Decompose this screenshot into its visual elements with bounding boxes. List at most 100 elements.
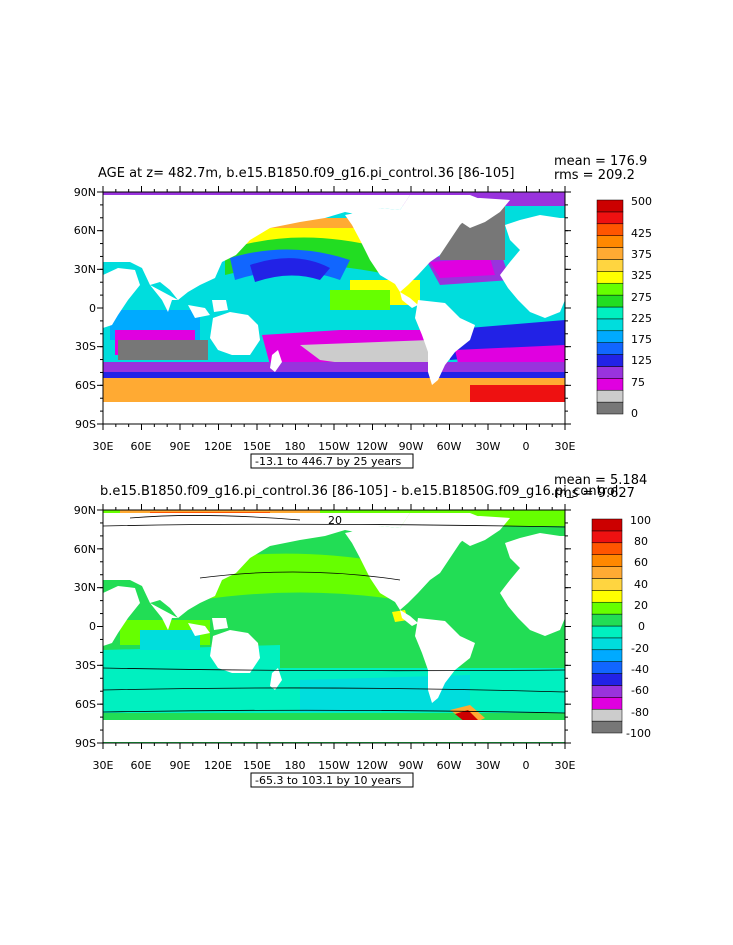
colorbar-segment bbox=[596, 259, 624, 272]
panel1-colorbar bbox=[596, 199, 624, 415]
panel2-title: b.e15.B1850.f09_g16.pi_control.36 [86-10… bbox=[100, 484, 618, 499]
colorbar-label: -60 bbox=[631, 684, 649, 697]
colorbar-segment bbox=[591, 613, 623, 627]
colorbar-segment bbox=[596, 389, 624, 403]
lat-label: 30N bbox=[74, 581, 96, 594]
contour-label: 20 bbox=[328, 514, 342, 527]
colorbar-segment bbox=[596, 211, 624, 225]
colorbar-label: 425 bbox=[631, 227, 652, 240]
panel1-title: AGE at z= 482.7m, b.e15.B1850.f09_g16.pi… bbox=[98, 166, 514, 181]
lat-label: 90N bbox=[74, 186, 96, 199]
lon-label: 60E bbox=[131, 440, 152, 453]
panel1-map-field bbox=[103, 192, 565, 424]
colorbar-label: 125 bbox=[631, 354, 652, 367]
lon-label: 120W bbox=[356, 759, 388, 772]
lat-label: 60S bbox=[75, 379, 96, 392]
lat-label: 60S bbox=[75, 698, 96, 711]
colorbar-segment bbox=[591, 625, 623, 639]
colorbar-label: 20 bbox=[634, 599, 648, 612]
colorbar-segment bbox=[596, 294, 624, 308]
panel2-rms: rms = 9.627 bbox=[554, 486, 635, 501]
lon-label: 150E bbox=[243, 759, 271, 772]
colorbar-segment bbox=[596, 235, 624, 248]
panel2-colorbar-labels: -100 -80 -60 -40 -20 0 20 40 60 80 100 bbox=[626, 514, 651, 740]
colorbar-segment bbox=[591, 697, 623, 710]
colorbar-segment bbox=[591, 530, 623, 544]
panel1-info: -13.1 to 446.7 by 25 years bbox=[255, 455, 402, 468]
lon-label: 120W bbox=[356, 440, 388, 453]
colorbar-label: -20 bbox=[631, 642, 649, 655]
colorbar-label: 100 bbox=[630, 514, 651, 527]
lon-label: 60W bbox=[437, 759, 462, 772]
colorbar-segment bbox=[596, 247, 624, 260]
colorbar-label: 175 bbox=[631, 333, 652, 346]
panel2: b.e15.B1850.f09_g16.pi_control.36 [86-10… bbox=[74, 473, 651, 788]
colorbar-label: 0 bbox=[638, 620, 645, 633]
colorbar-segment bbox=[596, 378, 624, 391]
colorbar-segment bbox=[596, 342, 624, 355]
colorbar-segment bbox=[591, 649, 623, 662]
colorbar-segment bbox=[591, 518, 623, 532]
lon-label: 60W bbox=[437, 440, 462, 453]
colorbar-segment bbox=[591, 661, 623, 674]
lon-label: 30E bbox=[555, 440, 576, 453]
panel1-rms: rms = 209.2 bbox=[554, 168, 635, 183]
colorbar-label: 275 bbox=[631, 291, 652, 304]
colorbar-segment bbox=[596, 199, 624, 213]
colorbar-segment bbox=[591, 542, 623, 555]
colorbar-segment bbox=[596, 366, 624, 379]
lon-label: 30E bbox=[93, 759, 114, 772]
colorbar-segment bbox=[596, 401, 624, 415]
colorbar-label: 60 bbox=[634, 556, 648, 569]
colorbar-label: 40 bbox=[634, 578, 648, 591]
colorbar-segment bbox=[591, 601, 623, 615]
panel1-lon-labels: 30E 60E 90E 120E 150E 180 150W 120W 90W … bbox=[93, 440, 576, 453]
lon-label: 30W bbox=[476, 759, 501, 772]
lon-label: 150W bbox=[318, 759, 350, 772]
colorbar-label: -100 bbox=[626, 727, 651, 740]
colorbar-label: 225 bbox=[631, 312, 652, 325]
colorbar-label: 0 bbox=[631, 407, 638, 420]
lon-label: 90W bbox=[399, 440, 424, 453]
lat-label: 60N bbox=[74, 543, 96, 556]
lon-label: 120E bbox=[204, 759, 232, 772]
panel1: AGE at z= 482.7m, b.e15.B1850.f09_g16.pi… bbox=[74, 154, 652, 469]
lat-label: 30S bbox=[75, 340, 96, 353]
lon-label: 0 bbox=[523, 440, 530, 453]
lon-label: 30E bbox=[555, 759, 576, 772]
colorbar-segment bbox=[591, 708, 623, 722]
lat-label: 90N bbox=[74, 504, 96, 517]
colorbar-segment bbox=[596, 354, 624, 367]
panel2-info-box bbox=[250, 772, 414, 788]
colorbar-label: 500 bbox=[631, 195, 652, 208]
lon-label: 30E bbox=[93, 440, 114, 453]
panel2-lon-labels: 30E 60E 90E 120E 150E 180 150W 120W 90W … bbox=[93, 759, 576, 772]
lon-label: 90W bbox=[399, 759, 424, 772]
lon-label: 0 bbox=[523, 759, 530, 772]
lat-label: 30S bbox=[75, 659, 96, 672]
panel1-lat-labels: 90N 60N 30N 0 30S 60S 90S bbox=[74, 186, 96, 431]
lat-label: 90S bbox=[75, 418, 96, 431]
colorbar-label: 325 bbox=[631, 269, 652, 282]
panel2-lat-labels: 90N 60N 30N 0 30S 60S 90S bbox=[74, 504, 96, 750]
panel1-colorbar-labels: 0 75 125 175 225 275 325 375 425 500 bbox=[631, 195, 652, 420]
colorbar-label: 75 bbox=[631, 376, 645, 389]
lat-label: 60N bbox=[74, 224, 96, 237]
colorbar-label: -80 bbox=[631, 706, 649, 719]
lon-label: 30W bbox=[476, 440, 501, 453]
panel2-map-field bbox=[103, 510, 565, 743]
panel2-colorbar bbox=[591, 518, 623, 734]
lat-label: 90S bbox=[75, 737, 96, 750]
panel2-info: -65.3 to 103.1 by 10 years bbox=[255, 774, 402, 787]
lon-label: 60E bbox=[131, 759, 152, 772]
lat-label: 0 bbox=[89, 620, 96, 633]
lat-label: 0 bbox=[89, 302, 96, 315]
panel1-info-box bbox=[250, 453, 414, 469]
colorbar-label: -40 bbox=[631, 663, 649, 676]
lat-label: 30N bbox=[74, 263, 96, 276]
panel1-mean: mean = 176.9 bbox=[554, 154, 647, 169]
colorbar-segment bbox=[591, 554, 623, 567]
colorbar-segment bbox=[596, 330, 624, 343]
lon-label: 120E bbox=[204, 440, 232, 453]
